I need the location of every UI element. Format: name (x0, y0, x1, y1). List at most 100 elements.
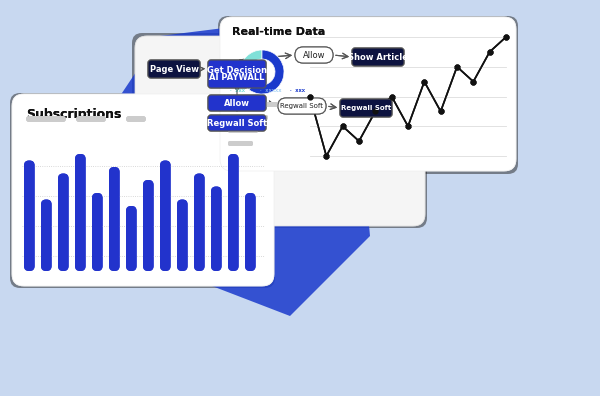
Point (371, 108, 380, 114)
FancyBboxPatch shape (143, 180, 154, 271)
Point (501, 34, 511, 40)
FancyBboxPatch shape (41, 200, 52, 271)
FancyBboxPatch shape (92, 193, 103, 271)
Text: Regwall Soft: Regwall Soft (341, 105, 391, 111)
FancyBboxPatch shape (295, 47, 333, 63)
FancyBboxPatch shape (208, 60, 266, 88)
Point (371, 108, 380, 114)
Point (419, 78, 429, 85)
Point (403, 123, 413, 129)
FancyBboxPatch shape (75, 154, 86, 271)
FancyBboxPatch shape (352, 48, 404, 66)
FancyBboxPatch shape (228, 154, 239, 271)
FancyBboxPatch shape (26, 116, 66, 122)
Wedge shape (240, 50, 262, 72)
FancyBboxPatch shape (220, 17, 516, 171)
FancyBboxPatch shape (208, 115, 266, 131)
FancyBboxPatch shape (24, 160, 35, 271)
Point (322, 153, 331, 159)
FancyBboxPatch shape (228, 154, 239, 271)
FancyBboxPatch shape (228, 102, 283, 107)
Text: ·  xxx: · xxx (290, 88, 305, 93)
Text: Get Decision: Get Decision (207, 66, 267, 75)
Point (469, 78, 478, 85)
FancyBboxPatch shape (24, 160, 35, 271)
FancyBboxPatch shape (228, 115, 268, 120)
FancyBboxPatch shape (208, 95, 266, 111)
FancyBboxPatch shape (26, 116, 66, 122)
FancyBboxPatch shape (160, 160, 170, 271)
FancyBboxPatch shape (278, 98, 326, 114)
Text: ·  xxx: · xxx (290, 88, 305, 93)
FancyBboxPatch shape (245, 193, 256, 271)
FancyBboxPatch shape (228, 102, 283, 107)
FancyBboxPatch shape (278, 98, 326, 114)
Point (436, 108, 445, 114)
Text: Regwall Soft: Regwall Soft (207, 118, 267, 128)
FancyBboxPatch shape (135, 36, 425, 226)
FancyBboxPatch shape (228, 128, 258, 133)
Wedge shape (249, 50, 284, 94)
Point (501, 34, 511, 40)
FancyBboxPatch shape (245, 193, 256, 271)
FancyBboxPatch shape (211, 187, 221, 271)
FancyBboxPatch shape (352, 48, 404, 66)
FancyBboxPatch shape (194, 173, 205, 271)
FancyBboxPatch shape (208, 95, 266, 111)
Point (354, 138, 364, 144)
Point (436, 108, 445, 114)
Point (354, 138, 364, 144)
FancyBboxPatch shape (177, 200, 188, 271)
FancyBboxPatch shape (228, 128, 258, 133)
FancyBboxPatch shape (135, 36, 425, 226)
Text: Allow: Allow (303, 51, 325, 59)
FancyBboxPatch shape (41, 200, 52, 271)
Point (305, 93, 315, 100)
FancyBboxPatch shape (76, 116, 106, 122)
Point (403, 123, 413, 129)
Point (485, 49, 494, 55)
FancyBboxPatch shape (228, 141, 253, 146)
Text: Page View: Page View (149, 65, 199, 74)
FancyBboxPatch shape (148, 60, 200, 78)
FancyBboxPatch shape (58, 173, 68, 271)
Text: Regwall Soft: Regwall Soft (281, 103, 323, 109)
FancyBboxPatch shape (126, 206, 137, 271)
Point (387, 93, 397, 100)
Text: ·  xxx: · xxx (230, 88, 245, 93)
FancyBboxPatch shape (143, 180, 154, 271)
FancyBboxPatch shape (12, 94, 274, 286)
Point (305, 93, 315, 100)
FancyBboxPatch shape (75, 154, 86, 271)
Text: Regwall Soft: Regwall Soft (341, 105, 391, 111)
FancyBboxPatch shape (10, 93, 275, 288)
FancyBboxPatch shape (228, 115, 268, 120)
Point (469, 78, 478, 85)
Point (387, 93, 397, 100)
Point (485, 49, 494, 55)
Wedge shape (240, 72, 254, 90)
FancyBboxPatch shape (228, 141, 253, 146)
FancyBboxPatch shape (148, 60, 200, 78)
Text: Allow: Allow (224, 99, 250, 107)
FancyBboxPatch shape (126, 116, 146, 122)
Text: Regwall Soft: Regwall Soft (281, 103, 323, 109)
Point (338, 123, 347, 129)
Point (452, 64, 462, 70)
Text: Show Article: Show Article (348, 53, 408, 61)
FancyBboxPatch shape (211, 187, 221, 271)
Wedge shape (249, 50, 284, 94)
FancyBboxPatch shape (340, 99, 392, 117)
Point (338, 123, 347, 129)
Wedge shape (240, 50, 262, 72)
Point (419, 78, 429, 85)
FancyBboxPatch shape (58, 173, 68, 271)
FancyBboxPatch shape (208, 60, 266, 88)
FancyBboxPatch shape (208, 115, 266, 131)
FancyBboxPatch shape (194, 173, 205, 271)
FancyBboxPatch shape (92, 193, 103, 271)
FancyBboxPatch shape (177, 200, 188, 271)
FancyBboxPatch shape (340, 99, 392, 117)
Text: Real-time Data: Real-time Data (232, 27, 325, 37)
FancyBboxPatch shape (109, 167, 119, 271)
